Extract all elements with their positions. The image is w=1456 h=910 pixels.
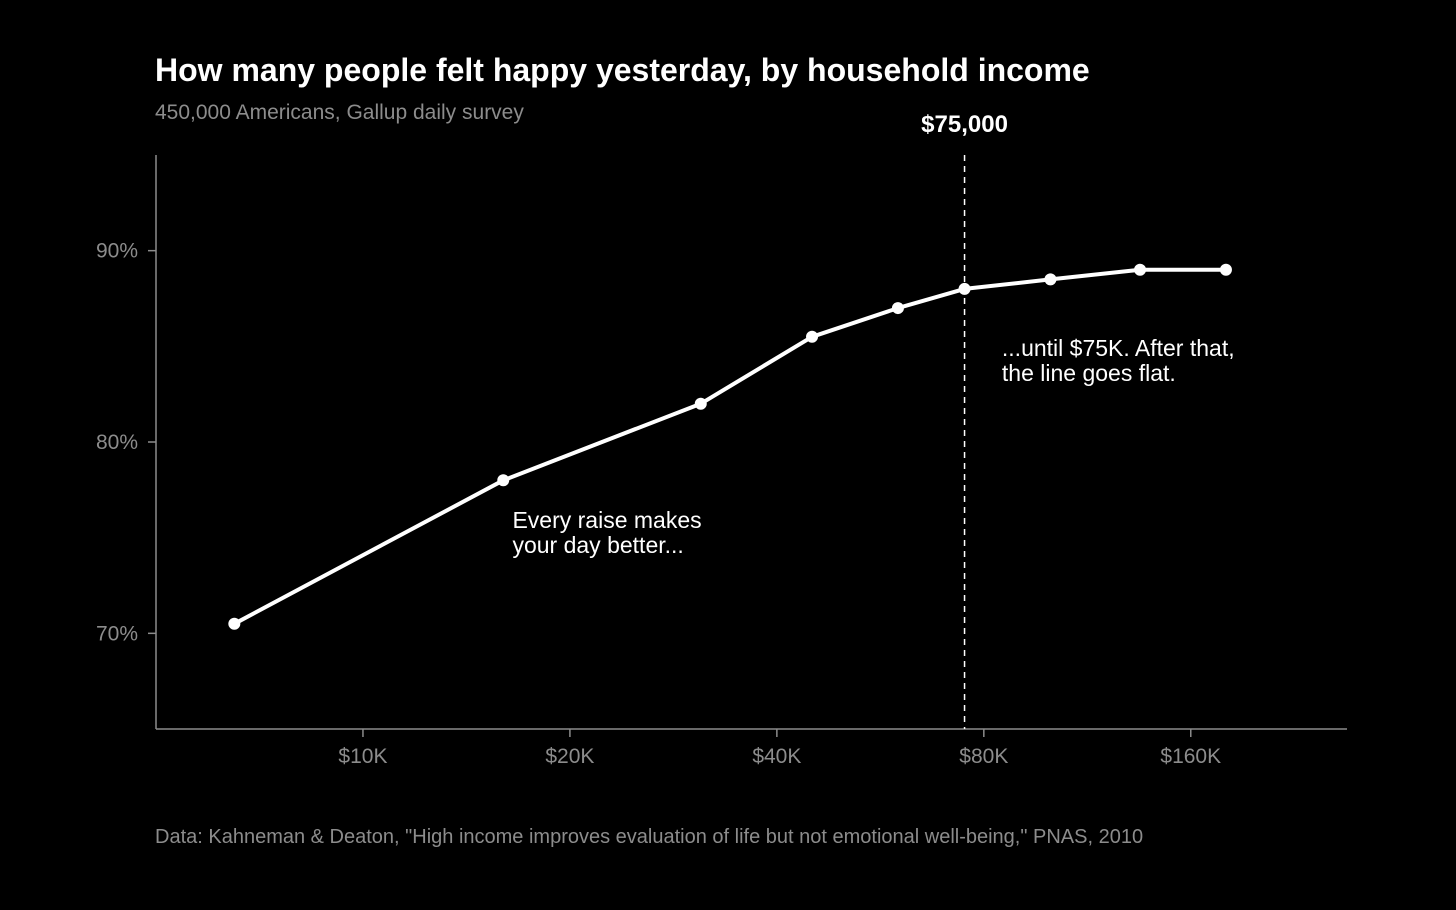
- x-tick-label: $40K: [752, 745, 801, 768]
- data-point: [1134, 263, 1147, 276]
- x-tick-label: $20K: [545, 745, 594, 768]
- y-tick-label: 70%: [96, 622, 138, 645]
- series-line: [232, 267, 1228, 626]
- annotation-text: ...until $75K. After that,: [1002, 335, 1235, 361]
- x-tick-label: $160K: [1160, 745, 1221, 768]
- data-point: [891, 302, 904, 315]
- data-point: [497, 474, 510, 487]
- data-point: [1219, 263, 1232, 276]
- annotation-text: the line goes flat.: [1002, 360, 1176, 386]
- annotation-text: your day better...: [512, 532, 683, 558]
- data-point: [694, 397, 707, 410]
- annotation-text: Every raise makes: [512, 507, 701, 533]
- data-point: [228, 617, 241, 630]
- data-point: [1044, 273, 1057, 286]
- y-tick-label: 80%: [96, 431, 138, 454]
- x-tick-label: $10K: [338, 745, 387, 768]
- reference-line-label: $75,000: [921, 111, 1008, 138]
- data-point: [958, 282, 971, 295]
- data-source-note: Data: Kahneman & Deaton, "High income im…: [155, 826, 1144, 848]
- chart-subtitle: 450,000 Americans, Gallup daily survey: [155, 101, 524, 124]
- y-tick-label: 90%: [96, 240, 138, 263]
- x-tick-label: $80K: [959, 745, 1008, 768]
- chart-title: How many people felt happy yesterday, by…: [155, 52, 1090, 88]
- data-point: [806, 330, 819, 343]
